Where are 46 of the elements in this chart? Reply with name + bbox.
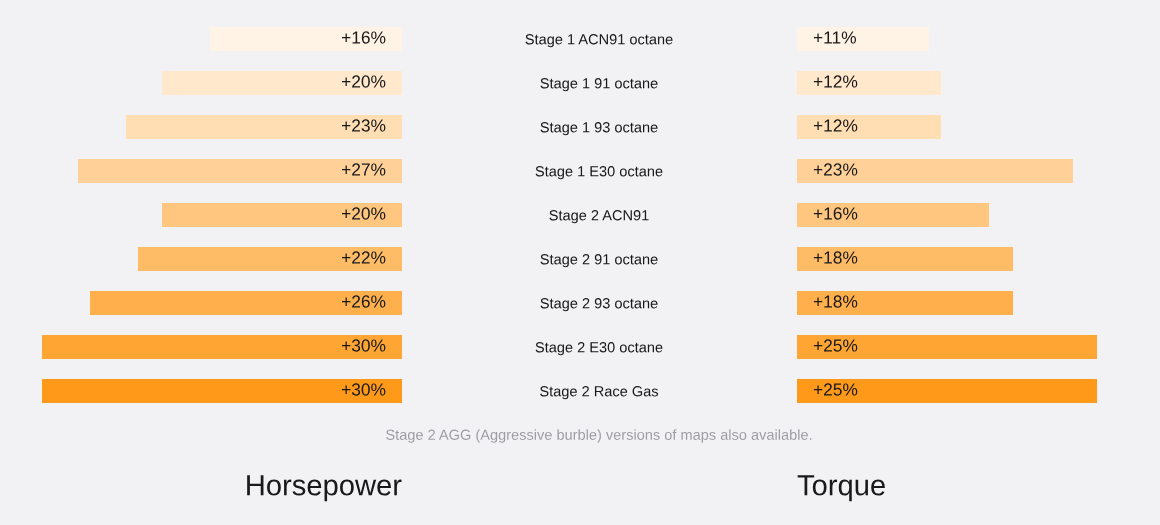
data-label: +16% [813, 207, 858, 220]
bar [797, 71, 941, 95]
x-axis-title: Torque [797, 475, 885, 502]
data-label: +25% [813, 383, 858, 396]
bar [797, 379, 1097, 403]
bar [797, 247, 1013, 271]
data-label: +30% [341, 339, 386, 352]
data-label: +16% [341, 31, 386, 44]
data-label: +12% [813, 75, 858, 88]
bar [78, 159, 402, 183]
data-label: +18% [813, 295, 858, 308]
data-label: +23% [341, 119, 386, 132]
y-tick-label: Stage 1 93 octane [540, 122, 658, 136]
bar [42, 335, 402, 359]
bar [162, 203, 402, 227]
bar [797, 291, 1013, 315]
y-tick-label: Stage 2 E30 octane [535, 342, 663, 356]
data-label: +20% [341, 207, 386, 220]
bar [797, 203, 989, 227]
bar [138, 247, 402, 271]
data-label: +23% [813, 163, 858, 176]
data-label: +11% [813, 31, 856, 44]
data-label: +25% [813, 339, 858, 352]
bar [797, 335, 1097, 359]
data-label: +12% [813, 119, 858, 132]
bar [797, 159, 1073, 183]
x-axis-title: Horsepower [247, 475, 402, 502]
y-tick-label: Stage 1 E30 octane [535, 166, 663, 180]
bar [162, 71, 402, 95]
bar [42, 379, 402, 403]
data-label: +20% [341, 75, 386, 88]
data-label: +30% [341, 383, 386, 396]
data-label: +18% [813, 251, 858, 264]
y-tick-label: Stage 1 ACN91 octane [525, 34, 673, 48]
data-label: +26% [341, 295, 386, 308]
bar [90, 291, 402, 315]
y-tick-label: Stage 2 ACN91 [549, 210, 649, 224]
data-label: +22% [341, 251, 386, 264]
y-tick-label: Stage 2 Race Gas [540, 386, 659, 400]
y-tick-label: Stage 2 93 octane [540, 298, 658, 312]
y-tick-label: Stage 2 91 octane [540, 254, 658, 268]
text: Stage 2 AGG (Aggressive burble) versions of maps also available. [386, 429, 812, 443]
bar [797, 115, 941, 139]
y-tick-label: Stage 1 91 octane [540, 78, 658, 92]
data-label: +27% [341, 163, 386, 176]
bar [126, 115, 402, 139]
